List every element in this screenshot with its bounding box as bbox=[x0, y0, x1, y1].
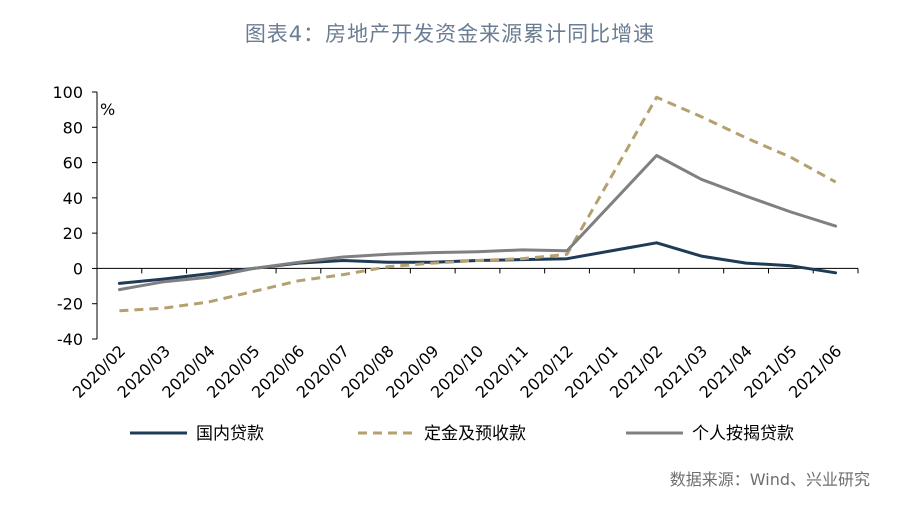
y-tick-label: 20 bbox=[63, 224, 83, 243]
chart-title: 图表4：房地产开发资金来源累计同比增速 bbox=[244, 22, 656, 46]
source-note: 数据来源：Wind、兴业研究 bbox=[669, 470, 870, 489]
y-tick-label: 80 bbox=[63, 118, 83, 137]
series-line-1 bbox=[117, 241, 838, 285]
y-tick-label: 40 bbox=[63, 189, 83, 208]
y-tick-label: 60 bbox=[63, 154, 83, 173]
y-tick-label: 0 bbox=[73, 259, 83, 278]
legend-label-2: 定金及预收款 bbox=[424, 424, 526, 444]
y-tick-label: 100 bbox=[52, 83, 83, 102]
legend-label-3: 个人按揭贷款 bbox=[692, 424, 794, 444]
series-line-2 bbox=[119, 95, 837, 313]
y-axis-label: % bbox=[100, 100, 115, 119]
y-tick-label: -20 bbox=[57, 295, 83, 314]
legend-label-1: 国内贷款 bbox=[196, 424, 264, 444]
series-line-3 bbox=[117, 154, 838, 292]
y-tick-label: -40 bbox=[57, 330, 83, 349]
